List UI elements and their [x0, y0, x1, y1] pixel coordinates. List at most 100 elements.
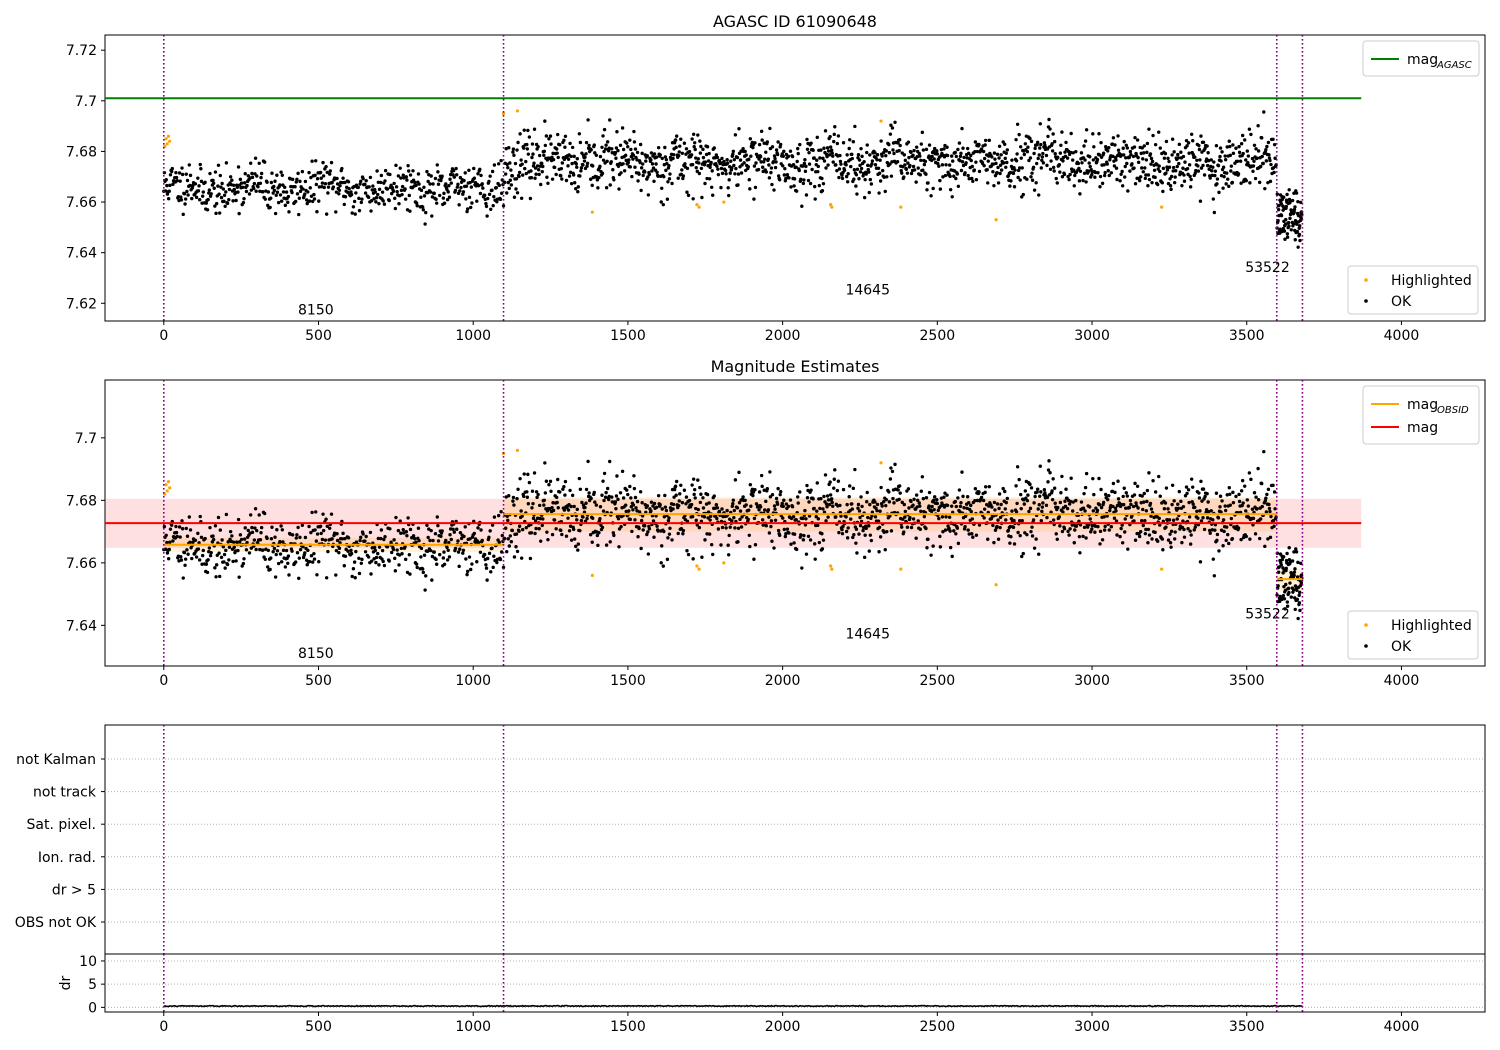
ok-point [1046, 134, 1050, 139]
ok-point [584, 140, 589, 145]
ok-point [1248, 181, 1252, 185]
ok-point [867, 524, 871, 528]
ok-point [966, 528, 970, 532]
ok-point [582, 159, 587, 163]
ok-point [1284, 582, 1288, 587]
ok-point [198, 162, 202, 167]
ok-point [883, 548, 887, 552]
ok-point [476, 183, 481, 188]
ok-point [249, 188, 254, 192]
ok-point [1150, 180, 1154, 185]
ok-point [1212, 210, 1217, 215]
ok-point [815, 509, 819, 513]
ok-point [566, 508, 571, 512]
ok-point [293, 560, 298, 564]
chart-title: Magnitude Estimates [711, 357, 880, 376]
ok-point [238, 533, 243, 537]
ok-point [414, 540, 418, 544]
ok-point [838, 503, 842, 508]
ok-point [525, 490, 529, 494]
ok-point [346, 190, 350, 195]
ok-point [902, 175, 906, 179]
ok-point [822, 510, 827, 514]
ok-point [180, 166, 184, 170]
ok-point [1163, 151, 1168, 156]
ok-point [334, 573, 338, 577]
ok-point [309, 553, 314, 558]
highlighted-point [695, 564, 699, 568]
ok-point [294, 536, 298, 540]
ok-point [674, 493, 678, 497]
ok-point [1246, 504, 1251, 508]
ok-point [707, 151, 711, 156]
ok-point [981, 149, 986, 154]
ok-point [692, 492, 696, 497]
ok-point [382, 202, 387, 206]
ok-point [526, 152, 531, 156]
ok-point [1296, 616, 1300, 621]
ok-point [940, 515, 945, 519]
ok-point [1148, 501, 1153, 506]
ok-point [733, 133, 738, 137]
ok-point [971, 535, 975, 539]
ok-point [639, 166, 644, 170]
ok-point [193, 182, 198, 186]
ok-point [550, 177, 555, 181]
ok-point [887, 150, 892, 155]
ok-point [977, 490, 981, 494]
ok-point [1016, 175, 1020, 180]
ok-point [957, 488, 962, 492]
ok-point [1188, 542, 1193, 546]
ok-point [625, 488, 629, 492]
ok-point [738, 509, 743, 513]
ok-point [891, 148, 895, 152]
ok-point [796, 151, 800, 156]
ok-point [1102, 515, 1106, 519]
ok-point [188, 183, 192, 188]
ok-point [408, 572, 412, 576]
ok-point [760, 484, 764, 489]
ok-point [576, 548, 580, 552]
ok-point [434, 201, 439, 205]
ok-point [1124, 506, 1128, 510]
ok-point [364, 534, 368, 539]
ok-point [664, 168, 668, 173]
ok-point [875, 158, 879, 162]
ok-point [577, 132, 582, 136]
ok-point [930, 504, 934, 509]
ok-point [406, 163, 410, 168]
ok-point [324, 164, 328, 169]
ok-point [706, 510, 711, 514]
ok-point [660, 507, 664, 511]
ok-point [1097, 153, 1102, 157]
ok-point [1277, 565, 1281, 569]
ok-point [737, 501, 742, 505]
ok-point [401, 528, 405, 532]
ok-point [1157, 474, 1161, 479]
ok-point [1093, 170, 1098, 175]
ok-point [951, 159, 955, 163]
ok-point [868, 153, 872, 157]
ok-point [813, 197, 817, 201]
ok-point [1287, 590, 1291, 595]
ok-point [834, 163, 838, 167]
ok-point [340, 166, 344, 171]
ok-point [475, 199, 479, 203]
ok-point [954, 532, 958, 536]
ok-point [329, 160, 334, 165]
ok-point [851, 486, 856, 491]
highlighted-point [722, 200, 726, 204]
ok-point [814, 515, 818, 519]
ok-point [1241, 501, 1245, 505]
ok-point [1215, 182, 1219, 186]
ok-point [918, 154, 922, 158]
ok-point [684, 147, 689, 151]
ok-point [1260, 481, 1264, 486]
ok-point [651, 519, 656, 523]
ok-point [1158, 494, 1162, 498]
ok-point [885, 160, 890, 165]
ok-point [1195, 509, 1199, 513]
ok-point [1264, 510, 1269, 514]
ok-point [753, 185, 758, 190]
ok-point [691, 132, 696, 136]
